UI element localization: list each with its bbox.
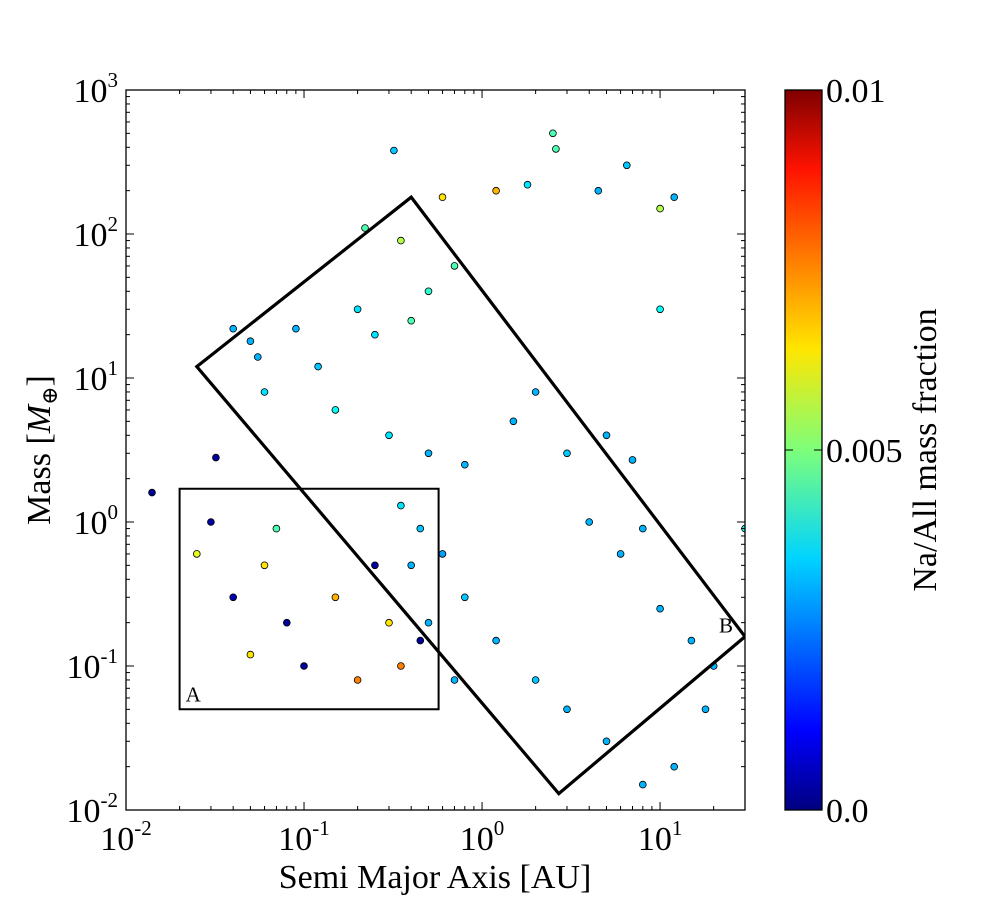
- plot-frame: [125, 89, 746, 811]
- data-point: [229, 324, 238, 333]
- data-point: [253, 353, 262, 361]
- data-point: [282, 618, 291, 627]
- data-point: [450, 676, 459, 684]
- data-point: [353, 305, 362, 314]
- data-point: [585, 518, 593, 526]
- scatter-points: [148, 129, 745, 789]
- data-point: [701, 705, 710, 714]
- data-point: [656, 604, 664, 613]
- data-point: [314, 362, 322, 371]
- data-point: [407, 561, 416, 570]
- data-point: [460, 593, 469, 602]
- data-point: [656, 305, 664, 314]
- data-point: [531, 676, 540, 684]
- region-a-label: A: [186, 682, 202, 706]
- data-point: [616, 550, 625, 558]
- data-point: [424, 618, 433, 627]
- data-point: [424, 449, 433, 458]
- data-point: [492, 636, 500, 645]
- data-point: [272, 524, 281, 533]
- data-point: [602, 737, 611, 746]
- data-point: [509, 417, 518, 426]
- data-point: [397, 236, 405, 245]
- region-b-outline: [194, 194, 745, 796]
- data-point: [638, 780, 647, 789]
- y-tick-label: 100: [74, 500, 119, 542]
- data-point: [207, 518, 215, 526]
- axis-ticks: 10-2 10-1 100 101 10-2 10-1 100 101 102 103: [67, 68, 745, 858]
- data-point: [438, 550, 447, 558]
- data-point: [260, 561, 269, 570]
- data-point: [416, 524, 425, 533]
- data-point: [622, 161, 631, 170]
- data-point: [331, 406, 340, 414]
- colorbar-label: Na/All mass fraction: [907, 308, 944, 591]
- data-point: [670, 762, 678, 771]
- data-point: [656, 204, 664, 213]
- data-point: [687, 636, 696, 645]
- data-point: [628, 456, 637, 464]
- data-point: [416, 636, 425, 645]
- colorbar-tick-label: 0.0: [826, 793, 869, 830]
- data-point: [212, 453, 220, 462]
- data-point: [531, 388, 540, 396]
- svg-text:Mass [M⊕]: Mass [M⊕]: [21, 375, 62, 525]
- data-point: [292, 324, 300, 333]
- x-tick-label: 10-2: [100, 816, 152, 858]
- data-point: [563, 449, 571, 458]
- data-point: [523, 180, 532, 189]
- data-point: [563, 705, 571, 714]
- x-tick-label: 100: [460, 816, 505, 858]
- data-point: [552, 145, 560, 153]
- data-point: [670, 193, 678, 202]
- data-point: [148, 488, 156, 497]
- y-tick-label: 102: [74, 212, 119, 254]
- data-point: [638, 524, 647, 533]
- colorbar-tick-label: 0.005: [826, 433, 903, 470]
- y-tick-label: 103: [74, 68, 119, 110]
- data-point: [460, 460, 469, 469]
- data-point: [424, 287, 433, 296]
- y-axis-label: Mass [M⊕]: [21, 375, 62, 525]
- data-point: [361, 224, 369, 232]
- data-point: [385, 618, 393, 627]
- data-point: [549, 129, 557, 138]
- data-point: [450, 262, 459, 270]
- data-point: [602, 431, 611, 440]
- region-outlines: [178, 194, 745, 796]
- data-point: [260, 388, 269, 396]
- x-tick-label: 10-1: [278, 816, 330, 858]
- x-tick-label: 101: [638, 816, 683, 858]
- data-point: [229, 593, 238, 602]
- x-axis-label: Semi Major Axis [AU]: [279, 859, 592, 896]
- colorbar-tick-label: 0.01: [826, 73, 886, 110]
- region-a-outline: [178, 487, 440, 711]
- data-point: [492, 186, 500, 195]
- data-point: [390, 146, 398, 155]
- colorbar-ticks: 0.0 0.005 0.01: [785, 73, 903, 830]
- data-point: [371, 561, 379, 570]
- data-point: [331, 593, 340, 602]
- data-point: [300, 662, 308, 670]
- data-point: [438, 193, 447, 202]
- data-point: [371, 330, 379, 339]
- region-b-label: B: [719, 614, 733, 638]
- data-point: [397, 501, 405, 510]
- data-point: [407, 316, 416, 325]
- data-point: [246, 337, 255, 346]
- data-point: [193, 550, 201, 558]
- data-point: [385, 431, 393, 440]
- data-point: [246, 650, 255, 659]
- y-tick-label: 10-2: [67, 788, 119, 830]
- y-tick-label: 101: [74, 356, 119, 398]
- data-point: [353, 676, 362, 684]
- y-tick-label: 10-1: [67, 644, 119, 686]
- data-point: [594, 186, 603, 195]
- data-point: [397, 662, 405, 670]
